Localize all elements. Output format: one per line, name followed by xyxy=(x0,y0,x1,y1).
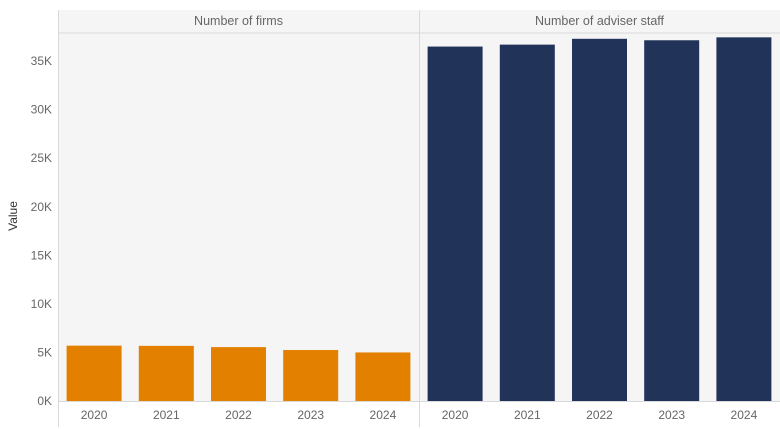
bar xyxy=(138,345,194,401)
panel-title: Number of firms xyxy=(194,14,283,28)
x-tick-label: 2024 xyxy=(370,408,397,422)
bar xyxy=(283,350,339,401)
x-tick-label: 2020 xyxy=(442,408,469,422)
x-tick-label: 2022 xyxy=(586,408,613,422)
y-tick-label: 15K xyxy=(31,248,52,262)
y-tick-label: 10K xyxy=(31,297,52,311)
bar xyxy=(572,38,627,402)
bar xyxy=(644,40,700,402)
y-tick-label: 5K xyxy=(37,345,52,359)
bar xyxy=(66,345,122,401)
y-tick-label: 30K xyxy=(31,103,52,117)
x-tick-label: 2020 xyxy=(81,408,108,422)
bar xyxy=(355,352,411,401)
y-axis-title: Value xyxy=(6,201,20,231)
x-axis: 2020 2021 2022 2023 2024 2020 2021 2022 2023 2024 xyxy=(81,408,758,422)
panel-titles: Number of firms Number of adviser staff xyxy=(194,14,664,28)
x-tick-label: 2023 xyxy=(297,408,324,422)
x-tick-label: 2022 xyxy=(225,408,252,422)
bar xyxy=(427,46,483,401)
y-tick-label: 25K xyxy=(31,151,52,165)
y-axis: 0K 5K 10K 15K 20K 25K 30K 35K xyxy=(31,54,52,408)
x-tick-label: 2021 xyxy=(514,408,541,422)
dividers xyxy=(58,10,780,427)
x-tick-label: 2021 xyxy=(153,408,180,422)
bars xyxy=(66,37,772,402)
bar xyxy=(211,347,266,401)
x-tick-label: 2024 xyxy=(731,408,758,422)
y-tick-label: 35K xyxy=(31,54,52,68)
x-tick-label: 2023 xyxy=(658,408,685,422)
y-tick-label: 20K xyxy=(31,200,52,214)
bar xyxy=(499,44,555,401)
y-tick-label: 0K xyxy=(37,394,52,408)
panel-title: Number of adviser staff xyxy=(535,14,665,28)
bar xyxy=(716,37,772,401)
